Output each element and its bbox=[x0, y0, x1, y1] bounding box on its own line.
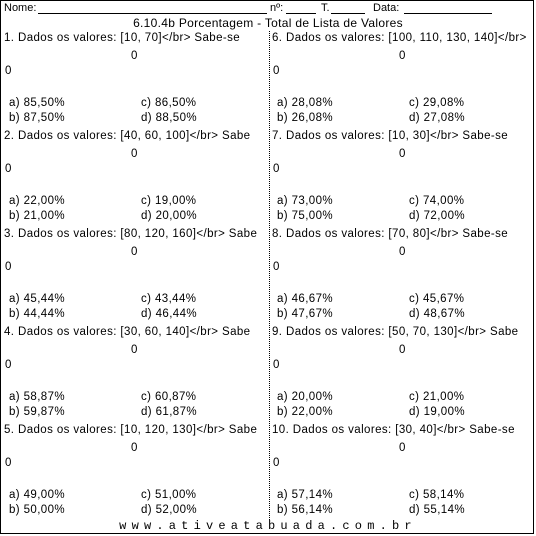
option-d: d) 20,00% bbox=[141, 210, 198, 222]
question-1: 1. Dados os valores: [10, 70]</br> Sabe-… bbox=[1, 32, 267, 130]
blank-value: 0 bbox=[399, 50, 406, 62]
option-b: b) 44,44% bbox=[9, 308, 66, 320]
blank-value: 0 bbox=[5, 65, 12, 77]
question-6: 6. Dados os valores: [100, 110, 130, 140… bbox=[269, 32, 535, 130]
question-statement: 3. Dados os valores: [80, 120, 160]</br>… bbox=[4, 228, 258, 240]
option-c: c) 29,08% bbox=[409, 97, 465, 109]
date-label: Data: bbox=[373, 2, 400, 14]
blank-value: 0 bbox=[131, 246, 138, 258]
option-d: d) 27,08% bbox=[409, 112, 466, 124]
option-c: c) 51,00% bbox=[141, 489, 197, 501]
option-b: b) 21,00% bbox=[9, 210, 66, 222]
blank-value: 0 bbox=[399, 344, 406, 356]
blank-value: 0 bbox=[399, 246, 406, 258]
blank-value: 0 bbox=[273, 65, 280, 77]
option-c: c) 60,87% bbox=[141, 391, 197, 403]
question-5: 5. Dados os valores: [10, 120, 130]</br>… bbox=[1, 424, 267, 522]
column-divider bbox=[269, 31, 270, 520]
question-statement: 6. Dados os valores: [100, 110, 130, 140… bbox=[272, 32, 527, 44]
option-d: d) 72,00% bbox=[409, 210, 466, 222]
option-c: c) 21,00% bbox=[409, 391, 465, 403]
question-statement: 10. Dados os valores: [30, 40]</br> Sabe… bbox=[272, 424, 515, 436]
class-line bbox=[331, 13, 365, 14]
option-a: a) 49,00% bbox=[9, 489, 66, 501]
option-a: a) 45,44% bbox=[9, 293, 66, 305]
blank-value: 0 bbox=[131, 442, 138, 454]
option-c: c) 58,14% bbox=[409, 489, 465, 501]
option-c: c) 43,44% bbox=[141, 293, 197, 305]
blank-value: 0 bbox=[273, 261, 280, 273]
option-b: b) 59,87% bbox=[9, 406, 66, 418]
option-a: a) 73,00% bbox=[277, 195, 334, 207]
option-d: d) 19,00% bbox=[409, 406, 466, 418]
blank-value: 0 bbox=[5, 457, 12, 469]
name-label: Nome: bbox=[4, 2, 37, 14]
option-d: d) 46,44% bbox=[141, 308, 198, 320]
question-4: 4. Dados os valores: [30, 60, 140]</br> … bbox=[1, 326, 267, 424]
blank-value: 0 bbox=[5, 359, 12, 371]
footer-website: www.ativeatabuada.com.br bbox=[119, 519, 417, 533]
option-b: b) 56,14% bbox=[277, 504, 334, 516]
question-statement: 8. Dados os valores: [70, 80]</br> Sabe-… bbox=[272, 228, 509, 240]
option-c: c) 86,50% bbox=[141, 97, 197, 109]
question-8: 8. Dados os valores: [70, 80]</br> Sabe-… bbox=[269, 228, 535, 326]
option-c: c) 19,00% bbox=[141, 195, 197, 207]
question-statement: 9. Dados os valores: [50, 70, 130]</br> … bbox=[272, 326, 519, 338]
option-c: c) 74,00% bbox=[409, 195, 465, 207]
option-b: b) 75,00% bbox=[277, 210, 334, 222]
page-title: 6.10.4b Porcentagem - Total de Lista de … bbox=[133, 16, 403, 30]
option-d: d) 88,50% bbox=[141, 112, 198, 124]
option-d: d) 61,87% bbox=[141, 406, 198, 418]
question-9: 9. Dados os valores: [50, 70, 130]</br> … bbox=[269, 326, 535, 424]
option-b: b) 26,08% bbox=[277, 112, 334, 124]
option-a: a) 85,50% bbox=[9, 97, 66, 109]
question-10: 10. Dados os valores: [30, 40]</br> Sabe… bbox=[269, 424, 535, 522]
header-row: Nome: nº: T. Data: bbox=[1, 1, 535, 16]
date-line bbox=[404, 13, 492, 14]
blank-value: 0 bbox=[273, 163, 280, 175]
question-statement: 1. Dados os valores: [10, 70]</br> Sabe-… bbox=[4, 32, 241, 44]
option-d: d) 48,67% bbox=[409, 308, 466, 320]
blank-value: 0 bbox=[273, 359, 280, 371]
option-a: a) 28,08% bbox=[277, 97, 334, 109]
option-a: a) 46,67% bbox=[277, 293, 334, 305]
name-line bbox=[38, 13, 267, 14]
question-7: 7. Dados os valores: [10, 30]</br> Sabe-… bbox=[269, 130, 535, 228]
option-b: b) 22,00% bbox=[277, 406, 334, 418]
option-b: b) 47,67% bbox=[277, 308, 334, 320]
option-b: b) 87,50% bbox=[9, 112, 66, 124]
question-statement: 4. Dados os valores: [30, 60, 140]</br> … bbox=[4, 326, 251, 338]
question-statement: 5. Dados os valores: [10, 120, 130]</br>… bbox=[4, 424, 258, 436]
question-statement: 2. Dados os valores: [40, 60, 100]</br> … bbox=[4, 130, 251, 142]
blank-value: 0 bbox=[131, 148, 138, 160]
number-line bbox=[286, 13, 316, 14]
question-3: 3. Dados os valores: [80, 120, 160]</br>… bbox=[1, 228, 267, 326]
blank-value: 0 bbox=[5, 163, 12, 175]
option-a: a) 57,14% bbox=[277, 489, 334, 501]
blank-value: 0 bbox=[5, 261, 12, 273]
question-2: 2. Dados os valores: [40, 60, 100]</br> … bbox=[1, 130, 267, 228]
blank-value: 0 bbox=[273, 457, 280, 469]
blank-value: 0 bbox=[131, 344, 138, 356]
option-a: a) 20,00% bbox=[277, 391, 334, 403]
class-label: T. bbox=[321, 2, 330, 14]
option-b: b) 50,00% bbox=[9, 504, 66, 516]
blank-value: 0 bbox=[131, 50, 138, 62]
number-label: nº: bbox=[270, 2, 284, 14]
blank-value: 0 bbox=[399, 442, 406, 454]
blank-value: 0 bbox=[399, 148, 406, 160]
option-a: a) 58,87% bbox=[9, 391, 66, 403]
question-statement: 7. Dados os valores: [10, 30]</br> Sabe-… bbox=[272, 130, 509, 142]
option-c: c) 45,67% bbox=[409, 293, 465, 305]
option-d: d) 55,14% bbox=[409, 504, 466, 516]
option-d: d) 52,00% bbox=[141, 504, 198, 516]
option-a: a) 22,00% bbox=[9, 195, 66, 207]
